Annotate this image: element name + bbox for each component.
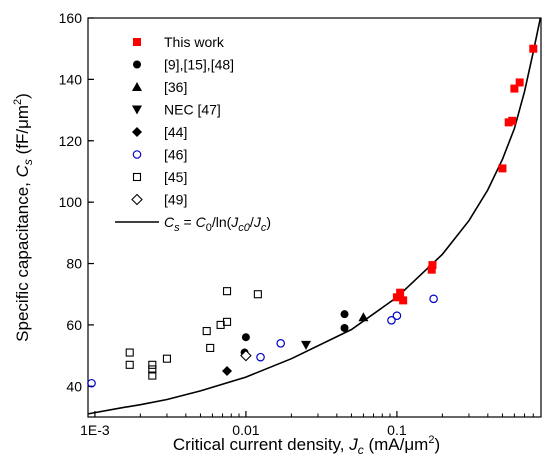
data-point-square-filled: [392, 293, 401, 302]
data-point-circle-filled: [133, 60, 141, 69]
legend-label: [9],[15],[48]: [164, 57, 234, 73]
data-point-circle-filled: [340, 310, 349, 319]
plot-area: 40 60 80 100 120 140 160 1E-3 0.01 0.1: [59, 10, 542, 438]
data-point-square-open: [222, 317, 232, 326]
y-axis-label: Specific capacitance, Cs (fF/μm2): [12, 93, 35, 342]
data-point-square-open: [206, 343, 215, 352]
legend-label: NEC [47]: [164, 102, 221, 118]
data-point-square-filled: [133, 38, 141, 46]
data-point-square-filled: [510, 84, 519, 93]
data-point-square-open: [202, 327, 211, 336]
y-tick-label: 140: [59, 71, 83, 87]
data-point-circle-open: [132, 150, 142, 159]
y-tick-label: 120: [59, 133, 83, 149]
data-point-circle-filled: [340, 323, 349, 332]
y-tick-label: 160: [59, 10, 83, 26]
y-tick-label: 40: [66, 378, 82, 394]
data-point-circle-open: [276, 339, 286, 348]
data-point-square-filled: [498, 164, 507, 173]
data-point-diamond-filled: [132, 127, 142, 137]
x-axis-label: Critical current density, Jc (mA/μm2): [173, 434, 440, 457]
data-point-circle-open: [392, 311, 402, 321]
data-point-square-open: [148, 365, 157, 374]
data-point-square-filled: [529, 44, 538, 53]
legend-label: [45]: [164, 169, 187, 185]
legend-label-fit: Cs = C0/ln(Jc0/Jc): [164, 214, 271, 234]
data-point-square-filled: [396, 288, 405, 297]
data-point-square-open: [132, 172, 142, 182]
legend-label: This work: [164, 34, 225, 50]
data-point-square-open: [148, 360, 157, 369]
y-tick-label: 60: [66, 317, 82, 333]
data-point-circle-open: [429, 294, 438, 304]
data-point-square-open: [222, 287, 232, 296]
data-point-square-open: [125, 348, 134, 357]
x-tick-label: 0.01: [232, 422, 259, 438]
data-point-circle-open: [256, 352, 265, 362]
data-point-triangle-down-filled: [300, 340, 311, 350]
data-points-layer: [87, 44, 538, 388]
data-point-square-filled: [399, 296, 408, 305]
data-point-square-open: [162, 354, 172, 363]
plot-frame: [87, 17, 542, 418]
x-tick-label: 1E-3: [80, 422, 110, 438]
axis-ticks: 40 60 80 100 120 140 160 1E-3 0.01 0.1: [59, 10, 534, 438]
legend-label: [49]: [164, 192, 187, 208]
data-point-diamond-open: [240, 349, 252, 362]
data-point-diamond-open: [131, 193, 143, 206]
y-tick-label: 80: [66, 256, 82, 272]
legend: This work [9],[15],[48] [36] NEC [47] [44] [4…: [115, 34, 271, 234]
data-point-circle-open: [387, 316, 396, 325]
fit-curve: [88, 18, 541, 415]
data-point-triangle-down-filled: [132, 105, 142, 115]
legend-label: [36]: [164, 79, 187, 95]
fit-curve-layer: [88, 18, 541, 415]
x-tick-label: 0.1: [387, 422, 407, 438]
data-point-triangle-up-filled: [358, 312, 369, 322]
data-point-triangle-up-filled: [132, 82, 142, 91]
data-point-square-filled: [515, 78, 524, 87]
data-point-square-filled: [428, 261, 437, 270]
data-point-circle-open: [87, 378, 96, 388]
legend-label: [44]: [164, 124, 187, 140]
data-point-square-open: [253, 290, 262, 299]
legend-label: [46]: [164, 147, 187, 163]
data-point-diamond-filled: [222, 365, 233, 376]
data-point-square-open: [125, 360, 134, 369]
y-tick-label: 100: [59, 194, 83, 210]
data-point-square-filled: [508, 116, 517, 125]
data-point-square-filled: [427, 265, 436, 274]
data-point-square-open: [148, 371, 157, 380]
data-point-circle-filled: [241, 333, 250, 342]
